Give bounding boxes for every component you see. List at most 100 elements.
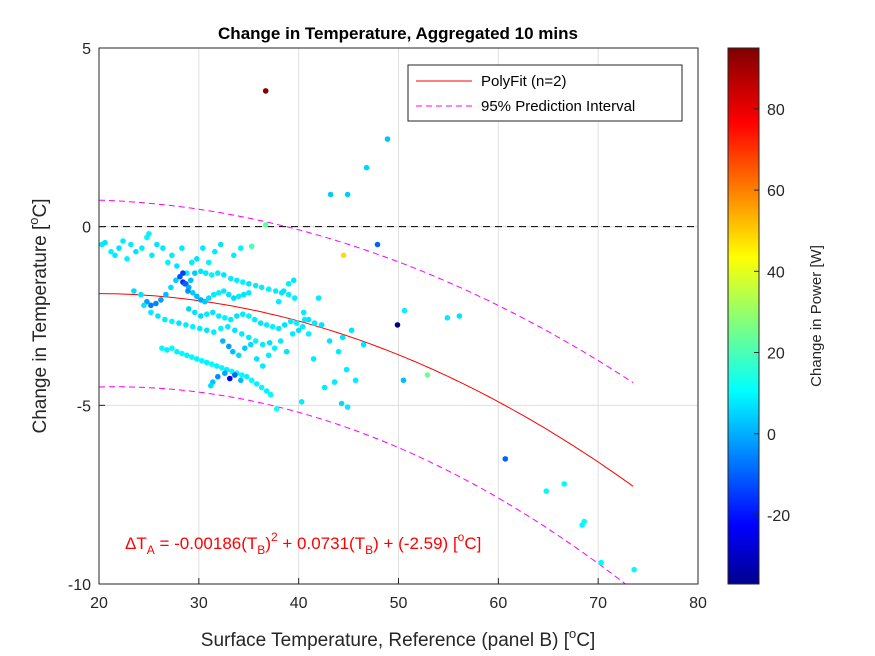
data-point [251,316,258,323]
data-point [281,322,288,328]
data-point [275,298,282,305]
data-point [183,322,189,328]
data-point [148,302,154,309]
data-point [363,164,370,171]
data-point [275,325,282,332]
colorbar-label: Change in Power [W] [808,245,825,387]
data-point [231,295,237,301]
data-point [339,334,346,341]
y-tick-label: -10 [68,577,91,594]
data-point [174,348,180,355]
y-axis-label-superscript: o [26,217,41,224]
data-point [204,359,210,366]
data-point [340,252,347,259]
data-point [174,263,180,269]
data-point [265,352,272,359]
data-point [180,270,186,276]
data-point [321,384,328,391]
data-point [222,315,228,321]
data-point [318,322,325,328]
data-point [253,381,260,387]
x-axis-ticks: 20 30 40 50 60 70 80 [90,578,707,612]
data-point [252,282,259,289]
x-tick-label: 30 [190,595,208,612]
colorbar-gradient [727,47,760,585]
data-point [252,338,259,344]
data-point [232,327,238,334]
data-point [133,248,139,255]
x-tick-label: 60 [489,595,507,612]
data-point [631,566,637,573]
data-point [310,356,317,362]
data-point [315,295,322,301]
data-point [290,277,297,284]
data-point [179,245,185,251]
data-point [289,331,296,337]
data-point [543,488,550,494]
data-point [259,341,266,348]
data-point [184,270,190,276]
data-point [214,363,220,369]
data-point [154,241,160,248]
data-point [165,259,171,266]
colorbar-tick-label: -20 [767,508,790,525]
colorbar-tick-label: 80 [767,102,785,119]
data-point [246,290,252,296]
data-point [581,518,587,525]
x-tick-label: 50 [390,595,408,612]
data-point [239,372,245,378]
data-point [230,348,236,355]
legend: PolyFit (n=2) 95% Prediction Interval [407,64,683,122]
data-point [247,341,254,348]
colorbar-tick-label: 0 [767,427,776,444]
data-point [102,239,108,246]
data-point [221,288,227,294]
data-point [159,345,165,352]
data-point [598,559,604,566]
data-point [305,316,312,323]
colorbar-ticks: -20 0 20 40 60 80 [754,102,790,525]
y-axis-ticks: -10 -5 0 5 [68,41,105,594]
data-point [374,241,381,248]
data-point [240,311,246,318]
x-axis-label: Surface Temperature, Reference (panel B)… [201,626,595,651]
data-point [231,252,237,259]
data-point [189,259,195,266]
data-point [131,288,137,294]
data-point [149,252,155,259]
data-point [182,281,188,287]
data-point [238,377,244,384]
data-point [561,481,567,487]
data-point [348,327,355,334]
data-point [219,365,225,371]
data-point [190,323,196,330]
data-point [273,406,280,412]
data-point [401,307,408,314]
data-point [360,341,367,348]
data-point [206,259,212,266]
prediction-interval-upper [99,199,634,384]
data-point [331,379,338,385]
y-axis-label: Change in Temperature [oC] [26,198,51,433]
colorbar: -20 0 20 40 60 80 Change in Power [W] [727,47,825,585]
data-point [155,313,161,319]
data-point [169,318,175,325]
data-point [208,382,214,389]
data-point [246,313,252,319]
data-point [246,281,252,287]
data-point [271,345,278,352]
data-point [169,345,175,352]
data-point [153,300,159,307]
data-point [189,354,195,360]
data-point [456,313,463,319]
data-point [218,241,224,248]
data-point [269,323,276,330]
x-axis-label-superscript: o [569,626,576,641]
x-tick-label: 70 [589,595,607,612]
data-point [236,352,242,359]
data-point [266,340,273,346]
data-point [259,363,266,369]
data-point [232,372,238,378]
data-point [124,255,130,262]
